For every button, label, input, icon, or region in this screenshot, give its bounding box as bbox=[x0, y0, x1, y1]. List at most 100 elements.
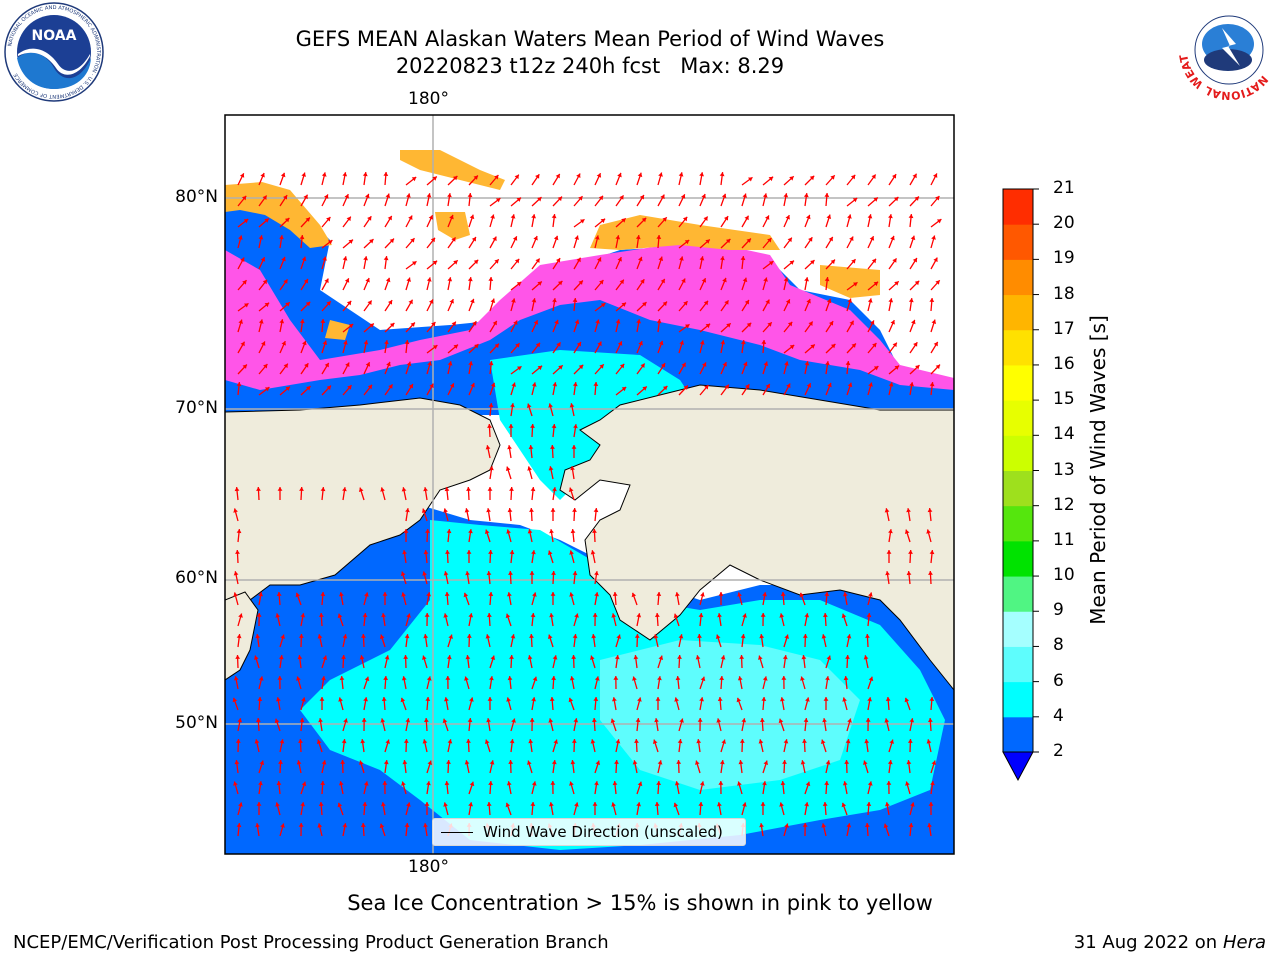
wave-arrow-head bbox=[425, 529, 430, 533]
wave-arrow-head bbox=[256, 613, 262, 617]
wave-arrow-head bbox=[699, 781, 705, 786]
wave-arrow-head bbox=[868, 676, 874, 682]
wave-arrow-head bbox=[383, 172, 389, 176]
wave-arrow-head bbox=[301, 256, 307, 262]
wave-arrow-head bbox=[678, 634, 684, 639]
wave-arrow-head bbox=[803, 193, 809, 198]
wave-arrow-head bbox=[509, 487, 514, 491]
wave-arrow-head bbox=[406, 361, 412, 367]
wave-arrow-head bbox=[464, 760, 470, 765]
wave-arrow-head bbox=[806, 214, 811, 220]
wave-arrow-head bbox=[612, 781, 618, 786]
colorbar-segment bbox=[1003, 259, 1033, 296]
wave-arrow-head bbox=[600, 218, 606, 224]
wave-arrow-head bbox=[656, 319, 662, 324]
wave-arrow-head bbox=[321, 676, 326, 681]
wave-arrow-head bbox=[341, 739, 347, 744]
wave-arrow-head bbox=[556, 342, 561, 347]
wave-arrow-head bbox=[597, 341, 602, 347]
wave-arrow-head bbox=[846, 823, 852, 828]
wave-arrow-head bbox=[736, 697, 742, 703]
wave-arrow-head bbox=[830, 259, 835, 265]
wave-arrow-head bbox=[743, 361, 748, 367]
wave-arrow-head bbox=[740, 634, 746, 639]
wave-arrow-head bbox=[365, 362, 371, 367]
colorbar-segment bbox=[1003, 576, 1033, 612]
wave-arrow-head bbox=[931, 319, 937, 324]
wave-arrow-head bbox=[432, 176, 437, 181]
wave-arrow-head bbox=[928, 718, 933, 722]
colorbar-segment bbox=[1003, 716, 1033, 753]
wave-arrow-head bbox=[578, 280, 583, 285]
colorbar-segment bbox=[1003, 681, 1033, 718]
wave-arrow-head bbox=[885, 802, 890, 807]
wave-arrow-head bbox=[494, 175, 499, 180]
wave-arrow-head bbox=[527, 466, 532, 471]
wave-arrow-head bbox=[411, 177, 417, 182]
wave-arrow-head bbox=[443, 613, 449, 618]
wave-arrow-head bbox=[443, 508, 448, 513]
wave-arrow-head bbox=[904, 697, 910, 703]
wave-arrow-head bbox=[487, 424, 492, 428]
wave-arrow-head bbox=[362, 613, 368, 618]
wave-arrow-head bbox=[592, 718, 597, 722]
wave-arrow-head bbox=[264, 218, 269, 223]
wave-arrow-head bbox=[866, 802, 872, 806]
wave-arrow-head bbox=[655, 613, 660, 617]
wave-arrow-head bbox=[679, 718, 684, 723]
wave-arrow-head bbox=[555, 173, 560, 179]
wave-arrow-head bbox=[824, 193, 830, 197]
wave-arrow-head bbox=[654, 718, 659, 723]
wave-arrow-head bbox=[514, 258, 520, 264]
wave-arrow-head bbox=[469, 214, 475, 220]
wave-arrow-head bbox=[842, 781, 848, 786]
wave-arrow-head bbox=[487, 697, 493, 701]
wave-arrow-head bbox=[256, 487, 261, 491]
wave-arrow-head bbox=[490, 382, 496, 388]
wave-arrow-head bbox=[233, 592, 238, 597]
wave-arrow-head bbox=[592, 613, 598, 617]
wave-arrow-head bbox=[261, 341, 266, 346]
wave-arrow-head bbox=[683, 385, 688, 390]
wave-arrow-head bbox=[783, 193, 789, 198]
wave-arrow-head bbox=[385, 193, 391, 198]
wave-arrow-head bbox=[551, 676, 556, 680]
wave-arrow-head bbox=[703, 216, 708, 221]
wave-arrow-head bbox=[572, 634, 578, 639]
wave-arrow-head bbox=[699, 697, 704, 702]
wave-arrow-head bbox=[339, 592, 344, 597]
wave-arrow-head bbox=[571, 655, 577, 659]
wave-arrow-head bbox=[740, 256, 746, 261]
wave-arrow-head bbox=[843, 676, 849, 681]
wave-arrow-head bbox=[443, 571, 449, 576]
wave-arrow-head bbox=[448, 634, 453, 639]
colorbar-segment bbox=[1003, 505, 1033, 542]
wave-arrow-head bbox=[505, 466, 511, 471]
wave-arrow-head bbox=[849, 320, 854, 326]
wave-arrow-head bbox=[281, 341, 286, 346]
wave-arrow-head bbox=[718, 592, 724, 596]
wave-arrow-head bbox=[467, 277, 473, 282]
wave-arrow-head bbox=[423, 550, 429, 555]
wave-arrow-head bbox=[283, 279, 288, 284]
wave-arrow-head bbox=[342, 487, 347, 492]
wave-arrow-head bbox=[621, 218, 626, 223]
wave-arrow-head bbox=[597, 257, 602, 262]
alaska-land bbox=[559, 384, 954, 691]
wave-arrow-head bbox=[258, 592, 263, 597]
wave-arrow-head bbox=[489, 466, 494, 471]
wave-arrow-head bbox=[789, 176, 794, 181]
wave-arrow-head bbox=[657, 676, 662, 681]
wave-arrow-head bbox=[594, 235, 600, 240]
wave-arrow-head bbox=[510, 214, 516, 219]
wave-arrow-head bbox=[590, 739, 596, 744]
wave-arrow-head bbox=[508, 424, 514, 428]
wave-arrow-head bbox=[338, 781, 344, 786]
wave-arrow-head bbox=[452, 176, 458, 181]
wave-arrow-head bbox=[662, 386, 668, 391]
legend-line-icon bbox=[441, 832, 473, 833]
wave-arrow-head bbox=[599, 280, 604, 285]
wave-arrow-head bbox=[892, 258, 897, 263]
wave-arrow-head bbox=[822, 802, 828, 806]
wave-arrow-head bbox=[611, 613, 617, 618]
